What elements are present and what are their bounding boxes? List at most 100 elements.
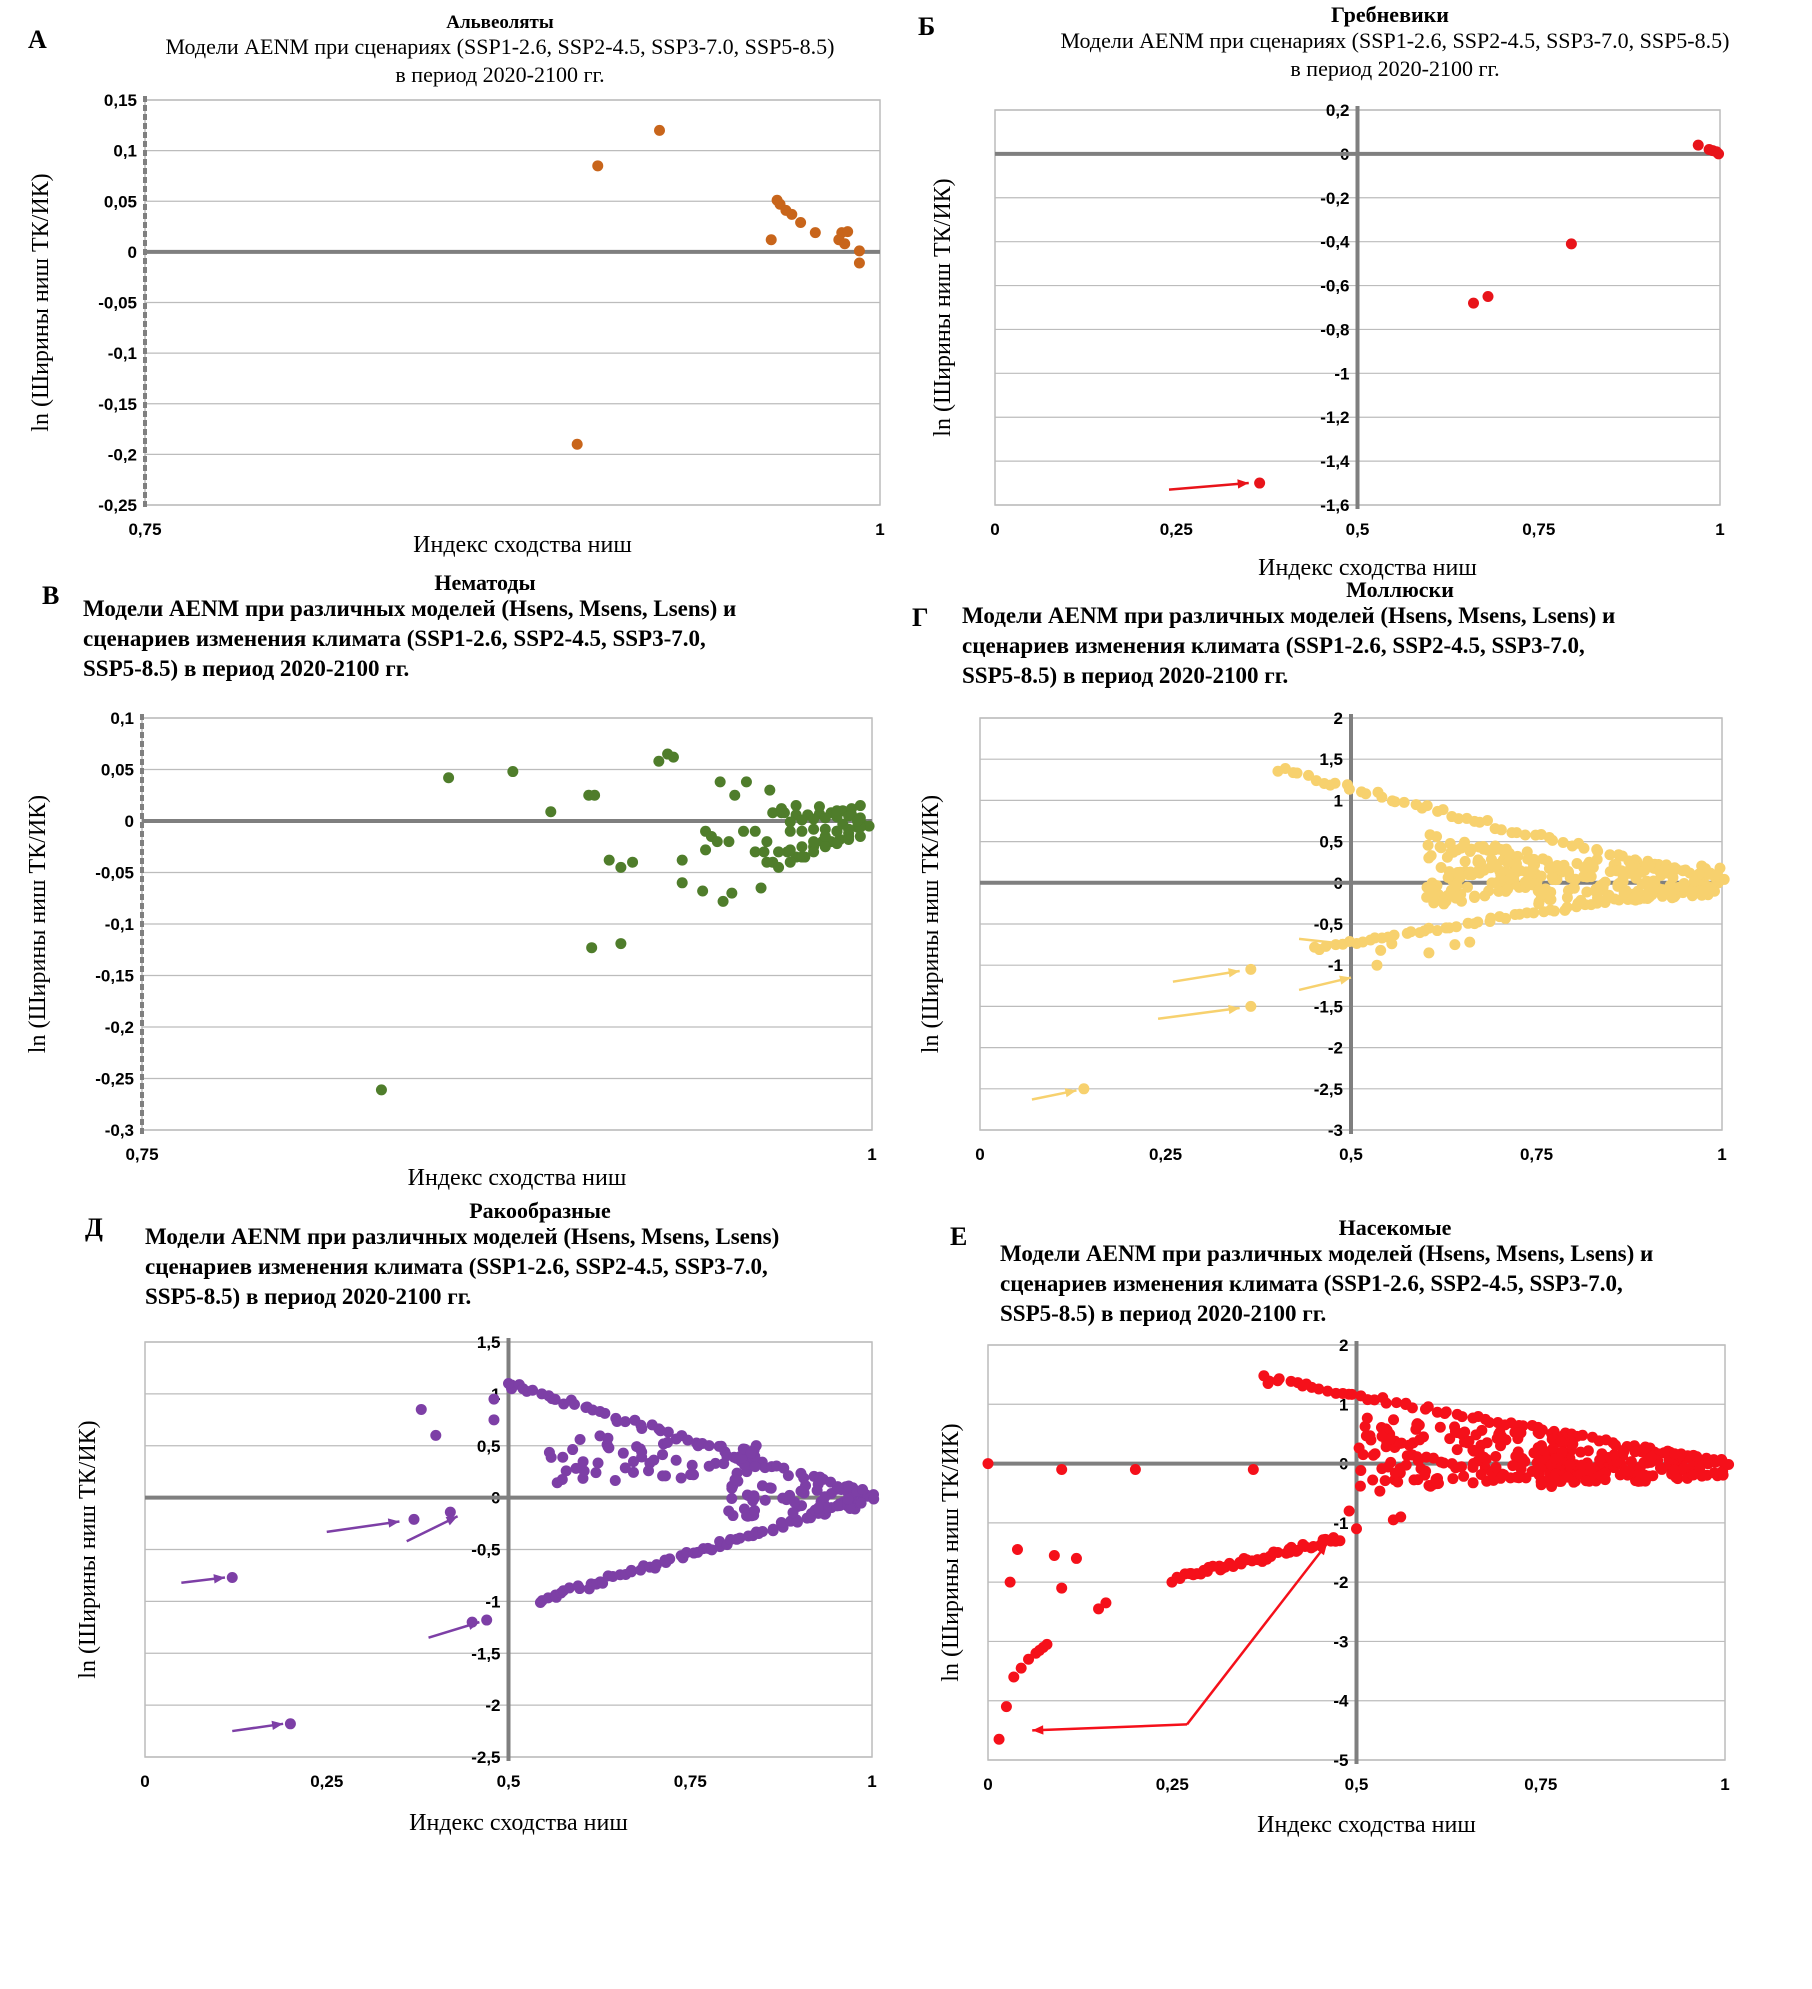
data-point xyxy=(1502,857,1514,869)
data-point xyxy=(577,1456,589,1468)
chart-title-line: сценариев изменения климата (SSP1-2.6, S… xyxy=(962,633,1585,658)
data-point xyxy=(592,1457,604,1469)
data-point xyxy=(1469,891,1481,903)
data-point xyxy=(1355,1464,1367,1476)
y-tick-label: -0,25 xyxy=(98,496,137,515)
data-point xyxy=(812,1502,824,1514)
data-point xyxy=(1708,1467,1720,1479)
data-point xyxy=(795,217,807,229)
data-point xyxy=(745,1447,757,1459)
data-point xyxy=(226,1572,238,1584)
data-point xyxy=(1581,886,1593,898)
data-point xyxy=(736,1452,748,1464)
data-point xyxy=(1691,1451,1703,1463)
data-point xyxy=(603,1442,615,1454)
data-point xyxy=(1272,1546,1284,1558)
y-tick-label: 0,5 xyxy=(477,1437,501,1456)
data-point xyxy=(1618,1446,1630,1458)
y-tick-label: -1,4 xyxy=(1320,452,1350,471)
data-point xyxy=(1359,1420,1371,1432)
x-tick-label: 0,75 xyxy=(125,1145,158,1164)
data-point xyxy=(773,861,785,873)
data-point xyxy=(853,257,865,269)
x-tick-label: 0,75 xyxy=(1522,520,1555,539)
x-tick-label: 0,5 xyxy=(1346,520,1370,539)
data-point xyxy=(784,816,796,828)
chart-taxon: Нематоды xyxy=(434,570,535,595)
data-point xyxy=(1540,883,1552,895)
data-point xyxy=(700,844,712,856)
data-point xyxy=(1247,1464,1259,1475)
data-point xyxy=(625,1564,637,1576)
data-point xyxy=(627,856,639,868)
data-point xyxy=(567,1444,579,1456)
data-point xyxy=(676,854,688,866)
data-point xyxy=(578,1465,590,1477)
y-tick-label: -4 xyxy=(1333,1692,1349,1711)
data-point xyxy=(839,238,851,250)
data-point xyxy=(688,1469,700,1481)
data-point xyxy=(703,1460,715,1472)
data-point xyxy=(842,1493,854,1505)
chart-title-line: в период 2020-2100 гг. xyxy=(395,62,604,87)
data-point xyxy=(831,838,843,850)
data-point xyxy=(1561,1471,1573,1483)
data-point xyxy=(1461,881,1473,893)
data-point xyxy=(1463,1435,1475,1447)
data-point xyxy=(790,800,802,812)
data-point xyxy=(1669,1448,1681,1460)
data-point xyxy=(703,1440,715,1452)
data-point xyxy=(1459,855,1471,867)
data-point xyxy=(1679,864,1691,876)
data-point xyxy=(755,882,767,894)
data-point xyxy=(1519,829,1531,841)
data-point xyxy=(1313,1383,1325,1395)
chart-title-line: сценариев изменения климата (SSP1-2.6, S… xyxy=(145,1254,768,1279)
pointer-arrow xyxy=(1186,1542,1329,1726)
data-point xyxy=(1008,1671,1020,1683)
data-point xyxy=(1481,1437,1493,1449)
data-point xyxy=(764,1482,776,1494)
data-point xyxy=(590,1467,602,1479)
data-point xyxy=(1004,1576,1016,1588)
data-point xyxy=(796,841,808,853)
data-point xyxy=(808,846,820,858)
x-tick-label: 1 xyxy=(1720,1775,1729,1794)
data-point xyxy=(982,1458,994,1470)
data-point xyxy=(1668,1464,1680,1476)
arrowhead xyxy=(1228,968,1240,978)
x-axis-label: Индекс сходства ниш xyxy=(1257,1812,1476,1838)
data-point xyxy=(1608,1449,1620,1461)
x-tick-label: 0,5 xyxy=(1345,1775,1369,1794)
data-point xyxy=(1630,890,1642,902)
x-tick-label: 0,25 xyxy=(1160,520,1193,539)
data-point xyxy=(507,766,519,778)
data-point xyxy=(1511,1427,1523,1439)
data-point xyxy=(1620,1465,1632,1477)
data-point xyxy=(543,1446,555,1458)
data-point xyxy=(796,851,808,863)
data-point xyxy=(1610,865,1622,877)
x-tick-label: 1 xyxy=(1717,1145,1726,1164)
data-point xyxy=(697,885,709,897)
chart-title-line: Модели AENM при сценариях (SSP1-2.6, SSP… xyxy=(166,34,835,59)
data-point xyxy=(1511,862,1523,874)
data-point xyxy=(662,1426,674,1438)
data-point xyxy=(741,1510,753,1522)
x-tick-label: 0,5 xyxy=(1339,1145,1363,1164)
data-point xyxy=(1687,1469,1699,1481)
data-point xyxy=(1688,875,1700,887)
data-point xyxy=(1468,297,1479,309)
data-point xyxy=(1589,885,1601,897)
data-point xyxy=(757,1526,769,1538)
pointer-arrow xyxy=(1032,1723,1188,1732)
data-point xyxy=(1497,844,1509,856)
data-point xyxy=(1382,1461,1394,1473)
data-point xyxy=(717,895,729,907)
data-point xyxy=(1485,853,1497,865)
y-tick-label: -1 xyxy=(1328,956,1343,975)
data-point xyxy=(773,846,785,858)
